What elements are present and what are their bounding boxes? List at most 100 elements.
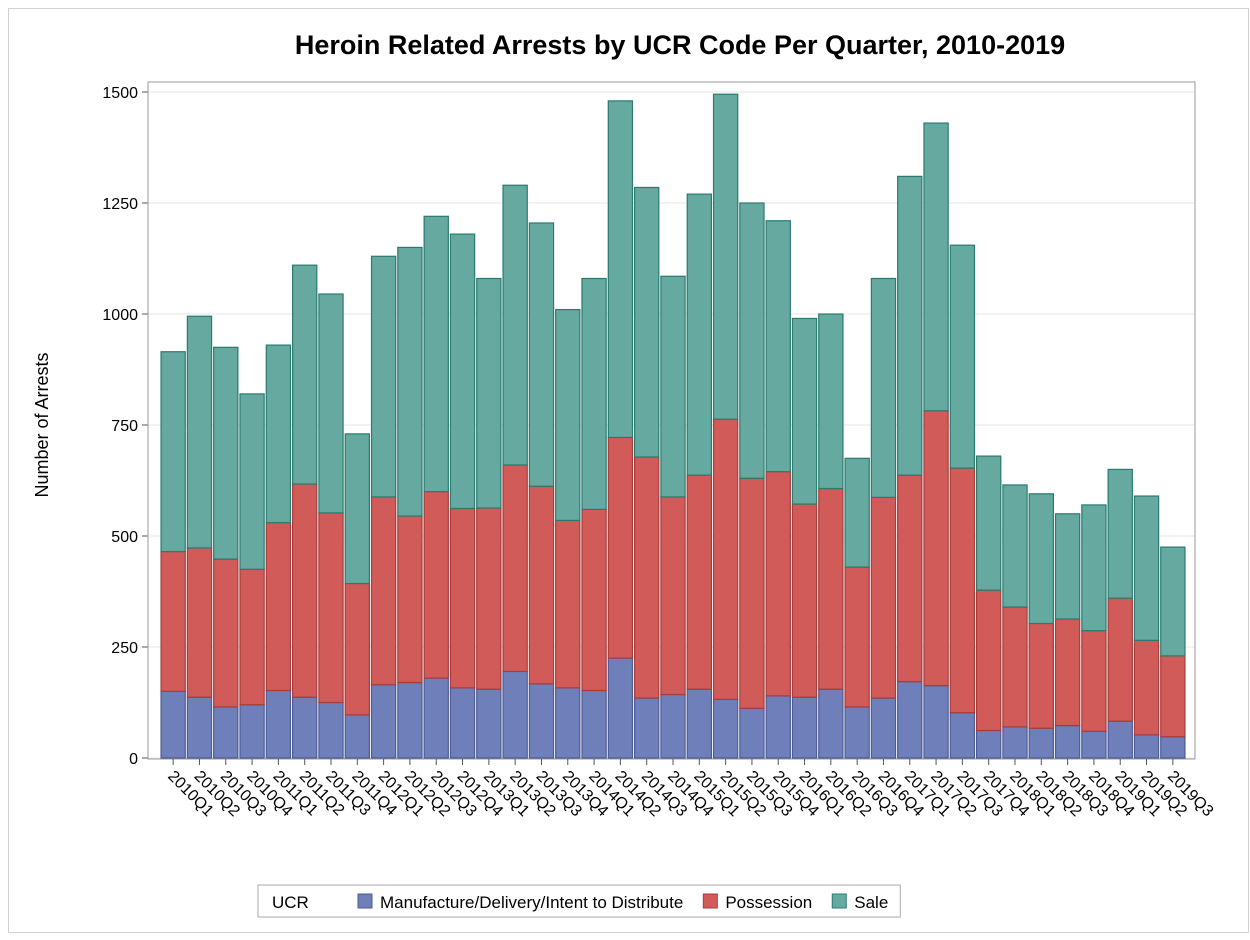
bar-segment xyxy=(528,222,555,487)
bar-segment xyxy=(949,712,976,759)
bar-segment xyxy=(791,503,818,698)
bar-segment xyxy=(1081,730,1107,759)
bar-segment xyxy=(423,677,449,759)
bar-segment xyxy=(1107,720,1133,759)
y-tick-label: 1000 xyxy=(102,307,138,324)
bar-segment xyxy=(660,496,686,696)
bar-segment xyxy=(1054,724,1081,759)
bar-segment xyxy=(265,689,292,759)
bar-segment xyxy=(712,93,739,420)
y-tick-label: 1500 xyxy=(102,85,138,102)
bar-segment xyxy=(449,687,476,759)
bar-segment xyxy=(318,512,344,704)
bar-segment xyxy=(291,483,318,698)
bar-segment xyxy=(239,393,265,570)
bar-segment xyxy=(581,277,607,510)
bar-segment xyxy=(1133,495,1160,641)
legend-swatch xyxy=(702,893,718,909)
bar-segment xyxy=(818,487,844,690)
bar-segment xyxy=(344,433,371,585)
legend-swatch xyxy=(831,893,847,909)
bar-segment xyxy=(870,496,897,699)
bar-segment xyxy=(765,471,791,697)
bar-segment xyxy=(686,688,713,759)
bar-segment xyxy=(897,175,923,476)
bar-segment xyxy=(1081,629,1107,732)
bar-segment xyxy=(291,696,318,759)
bar-segment xyxy=(213,346,239,560)
legend-label: Sale xyxy=(854,893,888,912)
bar-segment xyxy=(633,456,660,699)
y-tick-label: 750 xyxy=(111,418,138,435)
bar-segment xyxy=(870,277,897,498)
bar-segment xyxy=(844,706,870,759)
bar-segment xyxy=(160,351,186,553)
y-tick-label: 0 xyxy=(129,751,138,768)
legend-label: Manufacture/Delivery/Intent to Distribut… xyxy=(380,893,683,912)
bar-segment xyxy=(949,244,976,469)
bar-segment xyxy=(186,547,213,698)
bar-segment xyxy=(344,582,371,716)
bar-segment xyxy=(555,687,581,759)
frame xyxy=(8,8,1249,933)
bar-segment xyxy=(791,317,818,505)
bar-segment xyxy=(1028,727,1055,759)
bar-segment xyxy=(555,519,581,689)
bar-segment xyxy=(1054,618,1081,727)
bar-segment xyxy=(844,457,870,568)
bar-segment xyxy=(476,277,502,509)
bar-segment xyxy=(476,688,502,759)
bar-segment xyxy=(186,315,213,549)
y-tick-label: 1250 xyxy=(102,196,138,213)
bar-segment xyxy=(739,202,765,479)
bar-segment xyxy=(870,697,897,759)
bar-segment xyxy=(344,714,371,759)
bar-segment xyxy=(502,184,528,466)
bar-segment xyxy=(975,589,1002,732)
bar-segment xyxy=(370,496,397,686)
y-tick-label: 250 xyxy=(111,640,138,657)
bar-segment xyxy=(791,696,818,759)
bar-segment xyxy=(660,693,686,759)
bar-segment xyxy=(923,410,949,687)
bar-segment xyxy=(686,193,713,476)
bar-segment xyxy=(318,701,344,759)
bar-segment xyxy=(949,467,976,714)
bar-segment xyxy=(1028,493,1055,625)
bar-segment xyxy=(555,308,581,522)
bar-segment xyxy=(1160,546,1186,657)
bar-segment xyxy=(528,683,555,759)
legend: UCR Manufacture/Delivery/Intent to Distri… xyxy=(257,884,901,918)
bar-segment xyxy=(633,697,660,759)
bar-segment xyxy=(765,695,791,759)
bar-segment xyxy=(1107,468,1133,599)
bar-segment xyxy=(265,522,292,692)
bar-segment xyxy=(1107,597,1133,722)
bar-segment xyxy=(528,485,555,685)
y-axis-label: Number of Arrests xyxy=(32,352,52,497)
bar-segment xyxy=(291,264,318,485)
bar-segment xyxy=(423,215,449,493)
legend-label: Possession xyxy=(725,893,812,912)
bar-segment xyxy=(1133,734,1160,759)
bar-segment xyxy=(1054,513,1081,620)
bar-segment xyxy=(1160,736,1186,759)
bar-segment xyxy=(581,689,607,759)
chart-title: Heroin Related Arrests by UCR Code Per Q… xyxy=(295,30,1065,60)
bar-segment xyxy=(160,550,186,692)
bar-segment xyxy=(370,255,397,498)
bar-segment xyxy=(1002,484,1028,608)
bar-segment xyxy=(186,696,213,759)
bar-segment xyxy=(607,100,634,439)
bar-segment xyxy=(449,233,476,510)
bar-segment xyxy=(213,558,239,708)
bar-segment xyxy=(1160,655,1186,738)
bar-segment xyxy=(818,688,844,759)
bar-segment xyxy=(397,246,423,517)
bar-segment xyxy=(397,681,423,759)
bar-segment xyxy=(897,474,923,683)
bar-segment xyxy=(370,684,397,759)
bar-segment xyxy=(581,508,607,692)
bar-segment xyxy=(897,681,923,759)
